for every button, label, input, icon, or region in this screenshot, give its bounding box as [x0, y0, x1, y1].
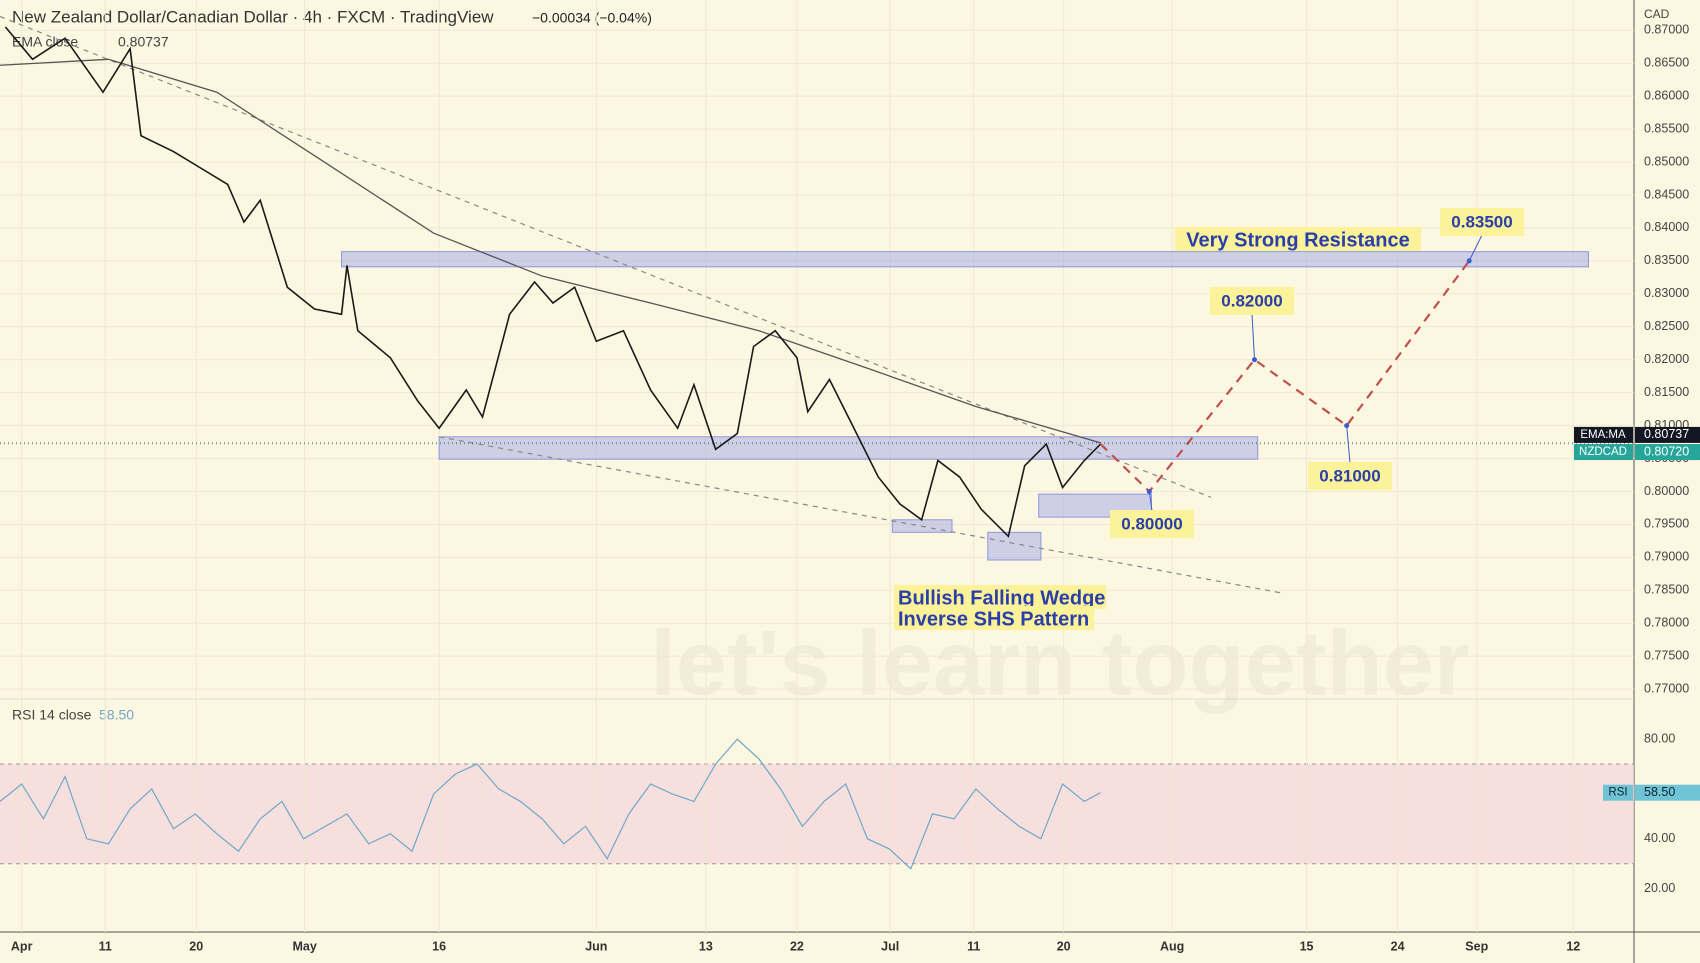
- tag-value: 58.50: [1644, 785, 1675, 799]
- y-tick-label: 0.80000: [1644, 484, 1689, 498]
- y-tick-label: 0.86000: [1644, 88, 1689, 102]
- y-tick-label: 0.78000: [1644, 616, 1689, 630]
- connector: [1251, 313, 1256, 360]
- y-tick-label: 0.83500: [1644, 253, 1689, 267]
- tag-value-bg: [1635, 784, 1700, 801]
- projection-label: 0.82000: [1221, 291, 1282, 310]
- y-tick-label: 0.87000: [1644, 23, 1689, 37]
- y-tick-label: 0.85500: [1644, 121, 1689, 135]
- y-tick-label: 0.84500: [1644, 187, 1689, 201]
- y-tick-label: 0.79500: [1644, 517, 1689, 531]
- y-tick-label: 0.79000: [1644, 550, 1689, 564]
- series-line: [1099, 260, 1471, 494]
- x-tick-label: Sep: [1465, 939, 1488, 953]
- x-tick-label: 11: [99, 939, 112, 953]
- tag-name-bg: [1574, 426, 1633, 443]
- series-line: [0, 738, 1101, 870]
- y-tick-label: 0.83000: [1644, 286, 1689, 300]
- projection-point: [1344, 423, 1350, 429]
- y-tick-label: 0.85000: [1644, 154, 1689, 168]
- label-bg: [1175, 227, 1421, 251]
- tag-name: NZDCAD: [1579, 446, 1627, 458]
- rsi-tick-label: 40.00: [1644, 831, 1675, 845]
- x-tick-label: 24: [1391, 939, 1405, 953]
- currency: CAD: [1644, 7, 1670, 21]
- trendline: [439, 436, 1285, 595]
- tag-value-bg: [1635, 426, 1700, 443]
- zone: [987, 531, 1042, 561]
- y-tick-label: 0.77000: [1644, 681, 1689, 695]
- header-change: −0.00034 (−0.04%): [532, 10, 652, 26]
- series-line: [0, 58, 1101, 444]
- label-bg: [894, 585, 1106, 609]
- projection-point: [1466, 258, 1472, 264]
- y-tick-label: 0.86500: [1644, 56, 1689, 70]
- x-tick-label: 11: [967, 939, 980, 953]
- rsi-tick-label: 80.00: [1644, 731, 1675, 745]
- rsi-legend: RSI 14 close: [12, 707, 92, 723]
- y-tick-label: 0.82000: [1644, 352, 1689, 366]
- annotation: Very Strong Resistance: [1186, 229, 1409, 251]
- label-bg: [1110, 510, 1194, 538]
- projection-point: [1252, 357, 1258, 363]
- projection-label: 0.80000: [1121, 514, 1182, 533]
- tag-name: EMA:MA: [1580, 429, 1626, 441]
- projection-label: 0.83500: [1451, 212, 1512, 231]
- y-tick-label: 0.82500: [1644, 319, 1689, 333]
- tag-value: 0.80720: [1644, 444, 1689, 458]
- x-tick-label: Apr: [11, 939, 33, 953]
- label-bg: [1308, 462, 1392, 490]
- x-tick-label: 12: [1566, 939, 1580, 953]
- zone: [438, 436, 1259, 460]
- label-bg: [1440, 208, 1524, 236]
- projection-point: [1146, 488, 1152, 494]
- tag-value: 0.80737: [1644, 427, 1689, 441]
- x-tick-label: May: [293, 939, 317, 953]
- y-tick-label: 0.78500: [1644, 583, 1689, 597]
- x-tick-label: 20: [1057, 939, 1071, 953]
- rsi-band: [0, 764, 1634, 864]
- rsi-legend-value: 58.50: [99, 707, 134, 723]
- label-bg: [894, 606, 1094, 630]
- tag-name-bg: [1574, 444, 1633, 461]
- connector: [1468, 234, 1483, 262]
- x-tick-label: Jun: [585, 939, 607, 953]
- y-tick-label: 0.84000: [1644, 220, 1689, 234]
- annotation: Inverse SHS Pattern: [898, 608, 1089, 630]
- series-line: [4, 26, 1102, 538]
- tag-value-bg: [1635, 444, 1700, 461]
- connector: [1148, 491, 1153, 512]
- tag-name: RSI: [1608, 787, 1627, 799]
- y-tick-label: 0.81500: [1644, 385, 1689, 399]
- label-bg: [1210, 287, 1294, 315]
- x-tick-label: Jul: [881, 939, 899, 953]
- x-tick-label: 22: [790, 939, 804, 953]
- tag-name-bg: [1603, 784, 1633, 801]
- ema-legend-value: 0.80737: [118, 34, 169, 50]
- rsi-tick-label: 20.00: [1644, 881, 1675, 895]
- zone: [341, 251, 1589, 268]
- x-tick-label: 16: [432, 939, 446, 953]
- ema-legend: EMA close: [12, 34, 78, 50]
- annotation: Bullish Falling Wedge: [898, 587, 1105, 609]
- projection-label: 0.81000: [1319, 466, 1380, 485]
- x-tick-label: 15: [1300, 939, 1314, 953]
- y-tick-label: 0.77500: [1644, 648, 1689, 662]
- header-title: New Zealand Dollar/Canadian Dollar · 4h …: [12, 7, 494, 26]
- x-tick-label: Aug: [1160, 939, 1184, 953]
- x-tick-label: 20: [189, 939, 203, 953]
- x-tick-label: 13: [699, 939, 713, 953]
- trendline: [0, 15, 1212, 498]
